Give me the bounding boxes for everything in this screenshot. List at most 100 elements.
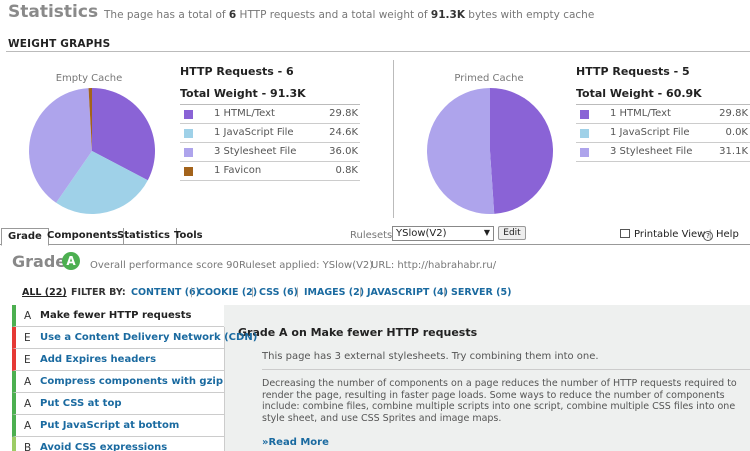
empty-cache-component-list: 1 HTML/Text 29.8K 1 JavaScript File 24.6K 3 … [180,105,360,181]
rule-item[interactable]: A Put CSS at top [12,393,224,415]
empty-cache-pie-chart [28,88,155,214]
rule-name: Avoid CSS expressions [40,442,168,451]
legend-swatch [184,167,193,176]
weight-graphs-heading: WEIGHT GRAPHS [8,38,111,50]
rule-detail-divider [262,369,750,370]
statistics-summary: The page has a total of 6 HTTP requests … [104,9,594,21]
rule-item[interactable]: A Compress components with gzip [12,371,224,393]
component-label: 1 HTML/Text [610,108,671,119]
grade-badge: A [62,252,80,270]
rules-list-edge [224,327,225,451]
filter-javascript[interactable]: JAVASCRIPT (4) [367,287,449,298]
tab-grade[interactable]: Grade [1,228,49,246]
rule-name: Make fewer HTTP requests [40,310,192,321]
component-label: 1 Favicon [214,165,262,176]
filter-server[interactable]: SERVER (5) [451,287,512,298]
chevron-down-icon: ▼ [483,228,490,237]
component-size: 31.1K [719,146,748,157]
statistics-title: Statistics [8,2,99,22]
help-link[interactable]: ? Help [703,229,739,241]
filter-separator: | [251,287,255,298]
printable-view-label: Printable View [634,229,706,240]
empty-cache-pie-slice-1-html-text [92,88,155,181]
primed-cache-pie-chart [427,88,554,214]
tab-bar: Grade Components Statistics Tools Rulese… [0,226,750,246]
rule-grade: A [24,310,32,322]
filter-by-label: FILTER BY: [71,287,126,298]
rule-item[interactable]: E Add Expires headers [12,349,224,371]
component-size: 29.8K [719,108,748,119]
filter-css[interactable]: CSS (6) [259,287,299,298]
primed-cache-pie-slice-1-html-text [490,88,554,214]
empty-cache-total-weight: Total Weight - 91.3K [180,87,360,105]
rule-item[interactable]: A Put JavaScript at bottom [12,415,224,437]
edit-ruleset-button[interactable]: Edit [498,226,526,240]
primed-cache-caption: Primed Cache [454,73,524,84]
statistics-header: Statistics The page has a total of 6 HTT… [8,2,750,26]
tab-tools[interactable]: Tools [174,230,203,241]
summary-text-post: bytes with empty cache [464,9,595,21]
component-size: 0.8K [335,165,358,176]
help-icon: ? [703,231,713,241]
primed-cache-pie-slices [427,88,554,214]
ruleset-select[interactable]: YSlow(V2) ▼ [392,226,494,241]
tab-components[interactable]: Components [41,228,125,245]
rule-detail-description: Decreasing the number of components on a… [262,378,737,424]
rule-grade: A [24,398,32,410]
rule-name: Use a Content Delivery Network (CDN) [40,332,258,343]
rule-item[interactable]: E Use a Content Delivery Network (CDN) [12,327,257,349]
rule-grade: A [24,420,32,432]
rule-detail-title: Grade A on Make fewer HTTP requests [238,326,478,339]
legend-swatch [184,129,193,138]
filter-cookie[interactable]: COOKIE (2) [198,287,258,298]
summary-text-pre: The page has a total of [104,9,229,21]
rule-item[interactable]: A Make fewer HTTP requests [12,305,224,327]
primed-cache-component-list: 1 HTML/Text 29.8K 1 JavaScript File 0.0K 3 S… [576,105,750,162]
component-label: 1 JavaScript File [610,127,690,138]
empty-cache-pie-slice-1-favicon [88,88,92,151]
empty-cache-component-row: 1 JavaScript File 24.6K [180,124,360,143]
panels-divider [393,60,394,218]
help-label: Help [716,229,739,240]
primed-cache-component-row: 1 JavaScript File 0.0K [576,124,750,143]
empty-cache-pie-slice-1-javascript-file [56,151,148,214]
page-url: URL: http://habrahabr.ru/ [371,260,497,271]
empty-cache-pie-slices [28,88,155,214]
rule-name: Compress components with gzip [40,376,223,387]
component-size: 0.0K [725,127,748,138]
rule-name: Add Expires headers [40,354,157,365]
primed-cache-http-requests: HTTP Requests - 5 [576,65,690,78]
empty-cache-component-row: 3 Stylesheet File 36.0K [180,143,360,162]
empty-cache-http-requests: HTTP Requests - 6 [180,65,294,78]
rule-detail-finding: This page has 3 external stylesheets. Tr… [262,351,599,362]
rule-item[interactable]: B Avoid CSS expressions [12,437,224,451]
filter-separator: | [296,287,300,298]
summary-requests: 6 [228,9,237,21]
summary-text-mid: HTTP requests and a total weight of [236,9,431,21]
legend-swatch [184,110,193,119]
grade-summary: Grade A Overall performance score 90 Rul… [12,251,750,275]
rule-grade: E [24,354,31,366]
printable-view-link[interactable]: Printable View | [620,229,712,240]
legend-swatch [580,129,589,138]
tab-statistics[interactable]: Statistics [111,228,177,245]
filter-separator: | [443,287,447,298]
component-label: 1 HTML/Text [214,108,275,119]
primed-cache-component-row: 1 HTML/Text 29.8K [576,105,750,124]
filter-content[interactable]: CONTENT (6) [131,287,201,298]
grade-heading: Grade [12,252,67,271]
empty-cache-stats: HTTP Requests - 6 Total Weight - 91.3K 1… [180,65,360,181]
rulesets-label: Rulesets [350,230,393,241]
printer-icon [620,229,630,238]
primed-cache-pie-slice-3-stylesheet-file [427,88,495,214]
rule-detail-panel: Grade A on Make fewer HTTP requests This… [224,305,750,451]
component-size: 24.6K [329,127,358,138]
filter-all[interactable]: ALL (22) [22,287,67,298]
primed-cache-total-weight: Total Weight - 60.9K [576,87,750,105]
legend-swatch [184,148,193,157]
empty-cache-pie-slice-3-stylesheet-file [28,88,92,203]
component-size: 29.8K [329,108,358,119]
read-more-link[interactable]: »Read More [262,437,329,448]
legend-swatch [580,148,589,157]
filter-images[interactable]: IMAGES (2) [304,287,365,298]
